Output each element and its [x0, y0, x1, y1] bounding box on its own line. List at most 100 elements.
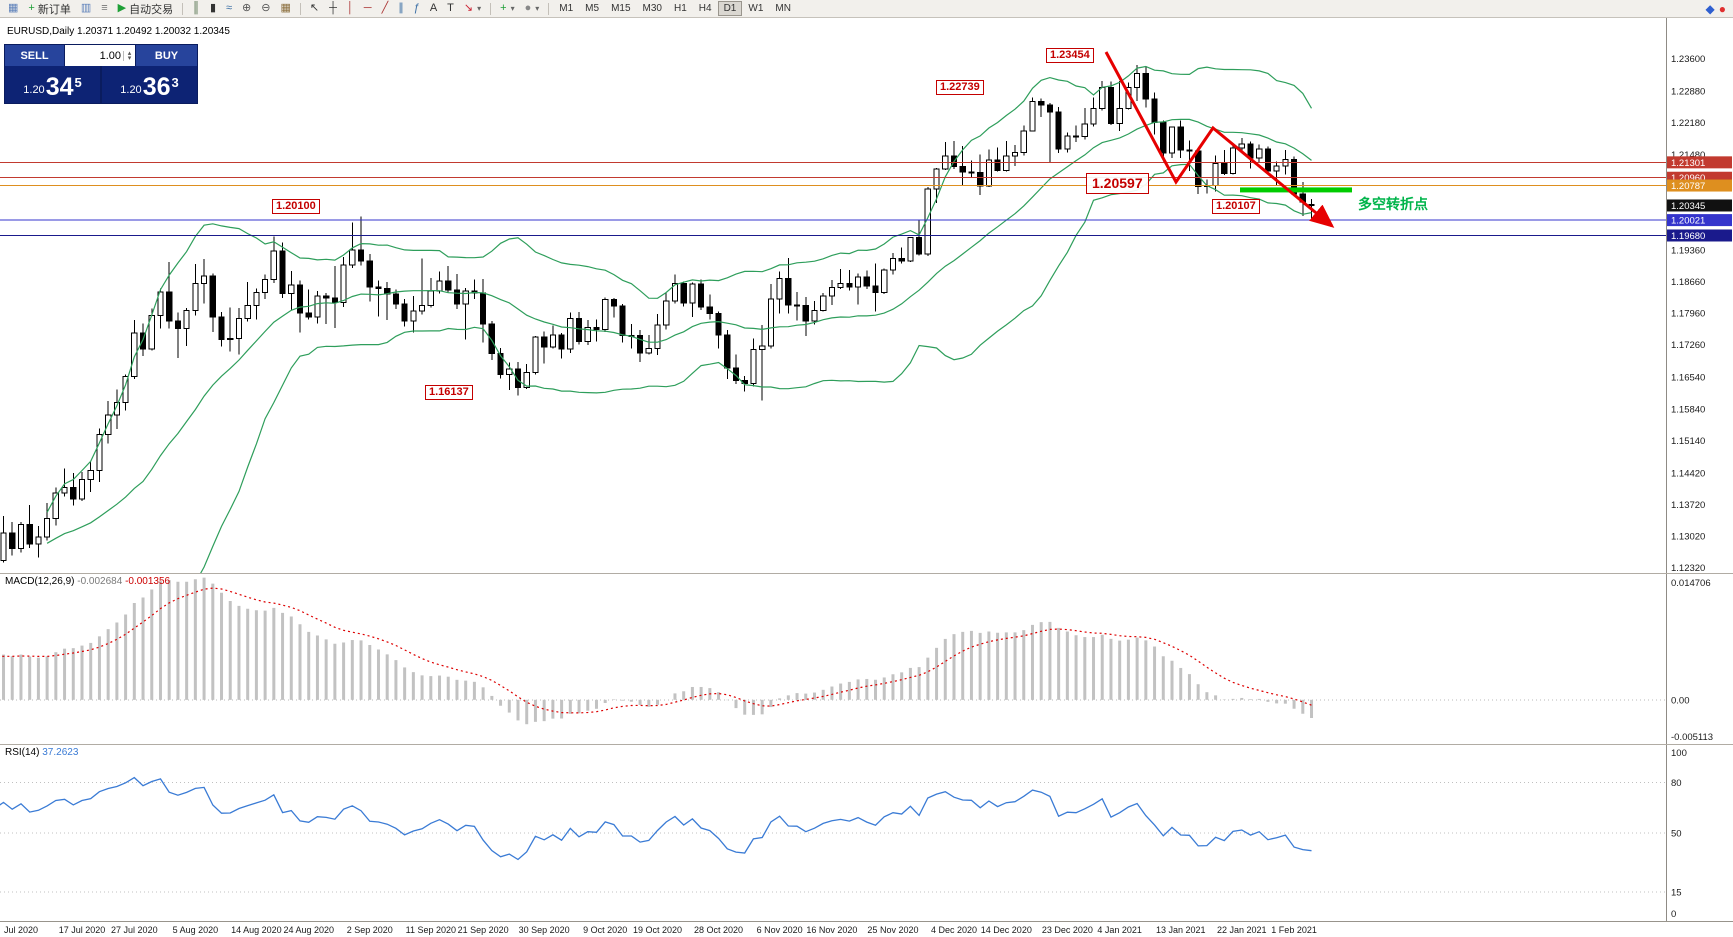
- arrows-button[interactable]: ↘ ▾: [459, 1, 486, 17]
- svg-text:1.20960: 1.20960: [1671, 173, 1705, 184]
- timeframe-m1-button[interactable]: M1: [553, 1, 579, 16]
- trend-arrow-object[interactable]: [1104, 51, 1335, 228]
- timeframe-h1-button-label: H1: [673, 3, 687, 14]
- svg-text:1.19680: 1.19680: [1671, 231, 1705, 242]
- market-watch-button[interactable]: ≡: [96, 1, 112, 17]
- dropdown-caret-icon[interactable]: ▾: [510, 4, 515, 13]
- timeframe-m30-button-label: M30: [642, 3, 662, 14]
- timeframe-h4-button[interactable]: H4: [693, 1, 718, 16]
- metatrader-logo-icon[interactable]: ◆: [1705, 1, 1715, 16]
- zoom-out-icon: ⊖: [261, 2, 271, 14]
- timeframe-mn-button[interactable]: MN: [769, 1, 797, 16]
- time-axis-label: 22 Jan 2021: [1216, 925, 1267, 935]
- text-button[interactable]: A: [425, 1, 442, 17]
- new-order-icon: +: [28, 2, 35, 14]
- panel-splitter[interactable]: [0, 573, 1733, 574]
- channel-icon: ∥: [398, 2, 404, 14]
- svg-text:80: 80: [1671, 778, 1682, 789]
- trendline-button[interactable]: ╱: [377, 1, 394, 17]
- buy-button[interactable]: BUY: [135, 45, 197, 66]
- indicators-icon: +: [500, 2, 507, 14]
- indicators-button[interactable]: + ▾: [495, 1, 519, 17]
- price-label-annotation[interactable]: 1.16137: [425, 385, 473, 400]
- tile-windows-button[interactable]: ▦: [275, 1, 295, 17]
- time-axis-label: 30 Sep 2020: [518, 925, 570, 935]
- time-axis-label: 9 Oct 2020: [583, 925, 628, 935]
- charts-button[interactable]: ▥: [76, 1, 96, 17]
- time-axis-label: 25 Nov 2020: [867, 925, 919, 935]
- cursor-button[interactable]: ↖: [305, 1, 324, 17]
- green-highlight-bar[interactable]: [1240, 187, 1352, 193]
- price-label-annotation[interactable]: 1.23454: [1046, 48, 1094, 63]
- dropdown-caret-icon[interactable]: ▾: [477, 4, 482, 13]
- lot-decrease-icon[interactable]: ▾: [127, 54, 132, 62]
- svg-text:1.23600: 1.23600: [1671, 54, 1705, 65]
- timeframe-m15-button[interactable]: M15: [605, 1, 636, 16]
- svg-text:-0.005113: -0.005113: [1671, 732, 1713, 743]
- timeframes-button[interactable]: ● ▾: [520, 1, 545, 17]
- timeframe-d1-button[interactable]: D1: [717, 1, 743, 16]
- time-axis-label: 13 Jan 2021: [1155, 925, 1206, 935]
- sell-price-display[interactable]: 1.20 34 5: [5, 66, 100, 103]
- dropdown-caret-icon[interactable]: ▾: [535, 4, 540, 13]
- macd-indicator-panel[interactable]: 0.014706 0.00 -0.005113 MACD(12,26,9) -0.0…: [0, 574, 1733, 744]
- notification-icon[interactable]: ●: [1718, 1, 1726, 16]
- timeframe-m30-button[interactable]: M30: [637, 1, 668, 16]
- toolbar-right-icons: ◆ ●: [1706, 3, 1730, 15]
- time-axis[interactable]: Jul 2020 17 Jul 2020 27 Jul 2020 5 Aug 2020…: [0, 921, 1733, 937]
- crosshair-button[interactable]: ┼: [324, 1, 342, 17]
- trend-note-annotation[interactable]: 多空转折点: [1358, 196, 1428, 212]
- timeframe-mn-button-label: MN: [775, 3, 791, 14]
- timeframe-w1-button-label: W1: [748, 3, 764, 14]
- candlestick-chart[interactable]: 1.23600 1.22880 1.22180 1.21480 1.19360 1.186…: [0, 18, 1733, 573]
- new-order-button[interactable]: + 新订单: [23, 1, 75, 17]
- price-label-annotation[interactable]: 1.20107: [1212, 199, 1260, 214]
- horizontal-line-icon: ─: [363, 2, 372, 14]
- auto-trading-icon: ▶: [117, 2, 127, 14]
- trade-widget-top-row: SELL 1.00 ▴ ▾ BUY: [5, 45, 197, 66]
- lot-stepper[interactable]: ▴ ▾: [123, 49, 135, 62]
- zoom-out-button[interactable]: ⊖: [256, 1, 275, 17]
- panel-splitter[interactable]: [0, 744, 1733, 745]
- svg-text:0.014706: 0.014706: [1671, 578, 1711, 589]
- toolbar-separator: [182, 2, 184, 15]
- line-chart-button[interactable]: ≈: [221, 1, 237, 17]
- time-axis-label: 1 Feb 2021: [1271, 925, 1317, 935]
- auto-trading-button-label: 自动交易: [129, 3, 174, 16]
- timeframe-m5-button[interactable]: M5: [579, 1, 605, 16]
- svg-text:1.18660: 1.18660: [1671, 277, 1705, 288]
- label-button[interactable]: T: [442, 1, 459, 17]
- sell-button[interactable]: SELL: [5, 45, 65, 66]
- horizontal-lines-layer[interactable]: [0, 161, 1666, 236]
- buy-price-display[interactable]: 1.20 36 3: [102, 66, 197, 103]
- macd-chart[interactable]: 0.014706 0.00 -0.005113: [0, 574, 1733, 744]
- line-chart-icon: ≈: [226, 2, 233, 14]
- lot-size-value[interactable]: 1.00: [99, 49, 121, 62]
- price-label-annotation[interactable]: 1.20100: [272, 199, 320, 214]
- lot-size-field[interactable]: 1.00 ▴ ▾: [65, 45, 135, 66]
- zoom-in-button[interactable]: ⊕: [237, 1, 256, 17]
- bar-chart-button[interactable]: ║: [187, 1, 205, 17]
- timeframe-w1-button[interactable]: W1: [742, 1, 769, 16]
- new-chart-button[interactable]: ▦: [3, 1, 23, 17]
- toolbar-separator: [299, 2, 301, 15]
- chart-ohlc-header: EURUSD,Daily 1.20371 1.20492 1.20032 1.2…: [7, 26, 230, 37]
- svg-text:0: 0: [1671, 909, 1676, 920]
- price-label-annotation[interactable]: 1.20597: [1086, 173, 1149, 194]
- time-axis-label: 23 Dec 2020: [1041, 925, 1093, 935]
- fibonacci-button[interactable]: ƒ: [409, 1, 425, 17]
- rsi-chart[interactable]: 100 80 50 15 0: [0, 745, 1733, 921]
- timeframe-h1-button[interactable]: H1: [668, 1, 693, 16]
- lot-increase-icon[interactable]: ▴: [127, 49, 132, 57]
- sell-price-prefix: 1.20: [23, 84, 45, 96]
- rsi-indicator-panel[interactable]: 100 80 50 15 0 RSI(14) 37.2623: [0, 745, 1733, 921]
- vertical-line-button[interactable]: │: [342, 1, 359, 17]
- candlestick-chart-button[interactable]: ▮: [205, 1, 221, 17]
- auto-trading-button[interactable]: ▶ 自动交易: [113, 1, 178, 17]
- channel-button[interactable]: ∥: [393, 1, 409, 17]
- price-label-annotation[interactable]: 1.22739: [936, 80, 984, 95]
- svg-text:1.21480: 1.21480: [1671, 150, 1705, 161]
- horizontal-line-button[interactable]: ─: [359, 1, 377, 17]
- svg-text:1.15140: 1.15140: [1671, 436, 1705, 447]
- chart-panel[interactable]: 1.23600 1.22880 1.22180 1.21480 1.19360 1.186…: [0, 18, 1733, 573]
